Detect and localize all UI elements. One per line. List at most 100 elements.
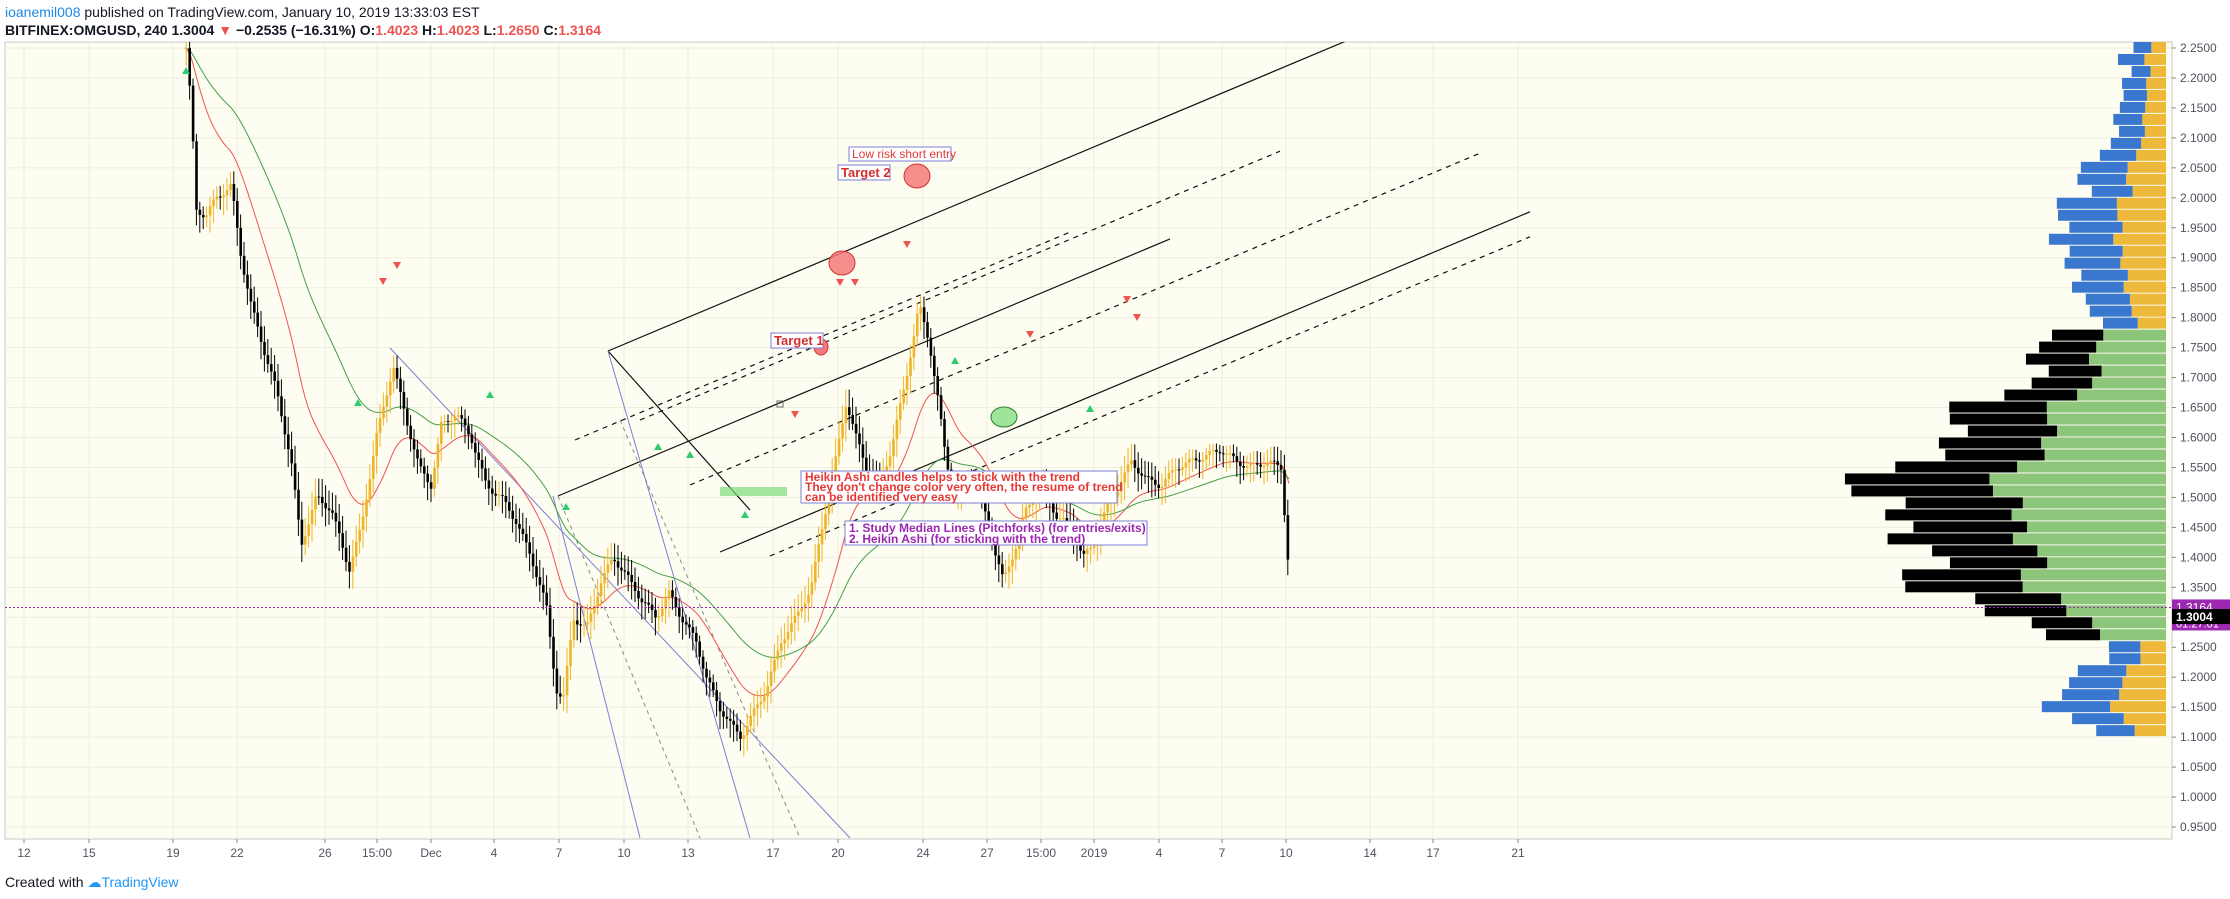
- created-with: Created with: [5, 874, 84, 890]
- candle-body: [552, 636, 555, 669]
- candle-body: [637, 590, 640, 599]
- x-tick-label: 15:00: [1026, 846, 1056, 860]
- candle-body: [1031, 502, 1035, 505]
- candle-body: [834, 456, 837, 477]
- vp-bar-bull: [2117, 209, 2166, 221]
- author-link[interactable]: ioanemil008: [5, 4, 81, 20]
- candle-body: [246, 274, 249, 289]
- buy-signal-marker: [1086, 405, 1094, 412]
- vp-bar-value: [2022, 497, 2166, 509]
- candle-body: [865, 457, 868, 471]
- candle-body: [1164, 478, 1167, 487]
- x-tick-label: 21: [1511, 846, 1525, 860]
- candle-body: [304, 536, 307, 545]
- y-tick-label: 2.2000: [2180, 71, 2217, 85]
- candle-body: [283, 416, 287, 435]
- symbol-line: BITFINEX:OMGUSD, 240 1.3004 ▼ −0.2535 (−…: [5, 22, 601, 38]
- candle-body: [1116, 491, 1120, 497]
- vp-bar-dark: [1887, 533, 2013, 545]
- vp-bar-bull: [2140, 653, 2166, 665]
- x-tick-label: 4: [491, 846, 498, 860]
- time-axis[interactable]: 12 15 19 22 26 15:00 Dec 4 7 10 13 17 20 24 27 15:00 201…: [17, 839, 1525, 860]
- vp-bar-bear: [2091, 185, 2133, 197]
- candle-body: [273, 371, 276, 381]
- vp-bar-bear: [2062, 689, 2120, 701]
- vp-bar-bear: [2048, 233, 2114, 245]
- candle-body: [208, 206, 212, 216]
- candle-body: [610, 559, 613, 565]
- candle-body: [416, 449, 419, 459]
- last-price: 1.3004: [171, 22, 215, 38]
- x-tick-label: 4: [1156, 846, 1163, 860]
- candle-body: [1167, 472, 1171, 479]
- vp-bar-bear: [2041, 701, 2111, 713]
- y-tick-label: 1.9500: [2180, 221, 2217, 235]
- vp-bar-dark: [1949, 401, 2047, 413]
- y-tick-label: 1.0000: [2180, 790, 2217, 804]
- candle-body: [450, 420, 453, 422]
- candle-body: [1007, 566, 1011, 573]
- candle-body: [756, 704, 759, 709]
- candle-body: [1256, 463, 1259, 465]
- x-tick-label: 15: [82, 846, 96, 860]
- publish-info: published on TradingView.com, January 10…: [84, 4, 480, 20]
- candle-body: [599, 583, 603, 597]
- target2-box: [837, 164, 891, 181]
- candle-body: [1140, 473, 1143, 476]
- high-value: 1.4023: [436, 22, 480, 38]
- candle-body: [440, 421, 443, 444]
- vp-bar-dark: [1885, 509, 2012, 521]
- candle-body: [763, 696, 766, 702]
- candle-body: [372, 455, 375, 480]
- vp-bar-dark: [1905, 497, 2023, 509]
- candle-body: [1150, 476, 1154, 480]
- candle-body: [936, 375, 939, 396]
- candle-body: [222, 195, 225, 198]
- pitchfork-line: [689, 152, 1481, 486]
- sell-signal-marker: [379, 278, 387, 285]
- vp-bar-dark: [1984, 605, 2067, 617]
- candle-body: [297, 489, 300, 520]
- candle-body: [814, 561, 817, 583]
- candle-body: [783, 639, 786, 644]
- candle-body: [402, 392, 406, 409]
- vp-bar-value: [2022, 581, 2166, 593]
- candle-body: [344, 547, 348, 562]
- right-axis-background: [2172, 42, 2230, 839]
- vp-bar-bear: [2122, 77, 2147, 89]
- candle-body: [766, 685, 769, 697]
- candle-body: [548, 605, 552, 637]
- candle-body: [1188, 458, 1191, 463]
- symbol[interactable]: BITFINEX:OMGUSD, 240: [5, 22, 168, 38]
- candle-body: [909, 357, 912, 377]
- vp-bar-bull: [2132, 185, 2166, 197]
- candle-body: [191, 85, 195, 142]
- candle-body: [314, 496, 317, 510]
- candle-body: [531, 553, 535, 567]
- vp-bar-dark: [1913, 521, 2028, 533]
- tradingview-link[interactable]: TradingView: [101, 874, 179, 890]
- candle-body: [559, 693, 562, 697]
- candle-body: [905, 376, 909, 390]
- vp-bar-bull: [2123, 281, 2166, 293]
- candle-body: [593, 605, 596, 614]
- candle-body: [321, 496, 324, 504]
- vp-bar-value: [2066, 605, 2166, 617]
- price-axis[interactable]: 2.2500 2.2000 2.1500 2.1000 2.0500 2.0000 1.95…: [2172, 41, 2217, 834]
- volume-profile: [1844, 42, 2166, 737]
- candle-body: [1222, 453, 1225, 455]
- candle-body: [399, 378, 402, 393]
- vp-bar-dark: [1949, 413, 2048, 425]
- candle-body: [1245, 466, 1249, 468]
- x-tick-label: 10: [1279, 846, 1293, 860]
- vp-bar-bull: [2123, 713, 2166, 725]
- vp-bar-bear: [2109, 653, 2141, 665]
- buy-zone-ellipse: [990, 406, 1018, 428]
- candle-body: [926, 322, 929, 338]
- candle-body: [280, 396, 283, 417]
- candle-body: [361, 516, 365, 530]
- vp-bar-value: [2057, 425, 2166, 437]
- candle-body: [1052, 502, 1055, 513]
- sell-signal-marker: [836, 279, 844, 286]
